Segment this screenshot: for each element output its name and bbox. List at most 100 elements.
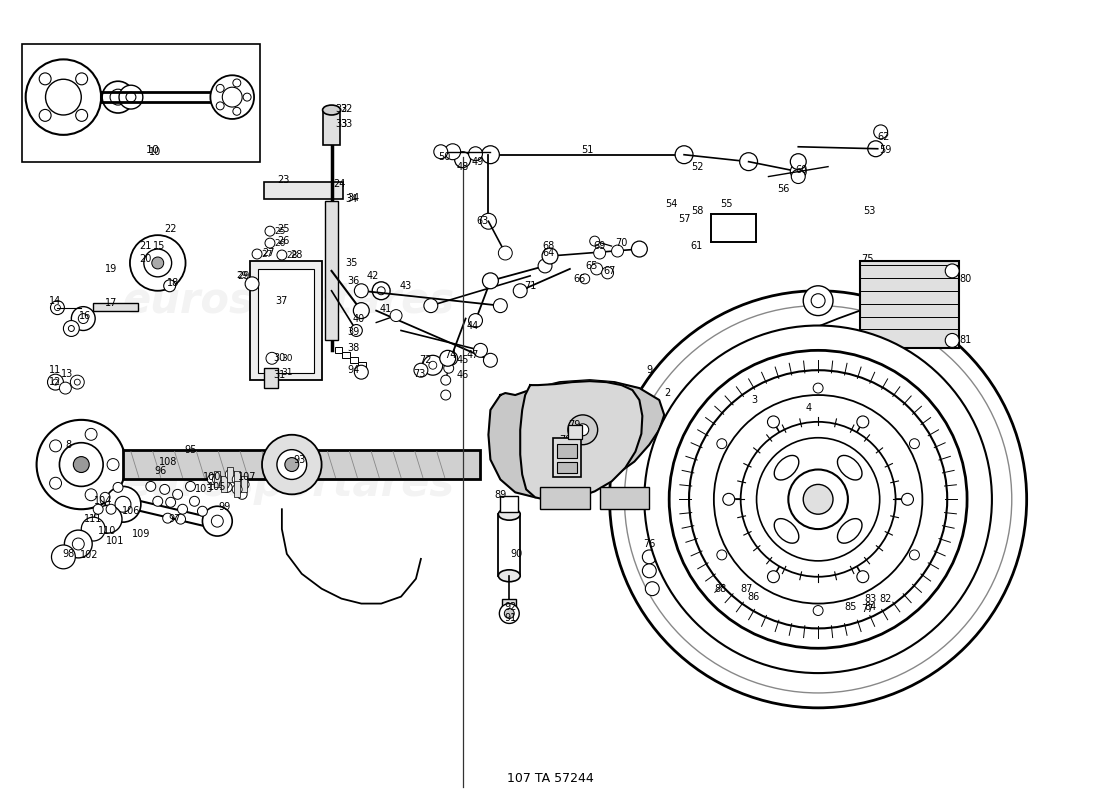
Circle shape [95,506,122,533]
Text: 36: 36 [348,276,360,286]
Text: 73: 73 [412,369,425,379]
Text: 1: 1 [566,430,573,440]
Circle shape [602,267,614,279]
Circle shape [609,290,1026,708]
Circle shape [669,350,967,648]
Bar [553,438,581,478]
Circle shape [443,351,458,366]
Circle shape [473,343,487,358]
Bar [264,182,343,199]
Circle shape [444,144,461,160]
Circle shape [441,390,451,400]
Circle shape [803,286,833,315]
Circle shape [612,245,624,257]
Circle shape [202,506,232,536]
Bar [241,477,248,492]
Text: 67: 67 [604,266,616,276]
Circle shape [868,141,883,157]
Text: 29: 29 [236,271,248,280]
Circle shape [429,362,437,370]
Bar [342,352,351,358]
Bar [557,444,576,458]
Text: eurosportares: eurosportares [123,463,455,506]
Text: 66: 66 [574,274,586,284]
Text: 22: 22 [164,224,177,234]
Circle shape [768,416,780,428]
Circle shape [414,363,428,377]
Circle shape [454,152,471,168]
Text: 91: 91 [504,614,516,623]
Circle shape [64,321,79,337]
Circle shape [277,450,307,479]
Text: 27: 27 [263,248,275,258]
Text: 28: 28 [290,250,303,260]
Text: 52: 52 [691,162,703,172]
Circle shape [850,594,861,606]
Bar [221,477,228,492]
Bar [498,514,520,576]
Circle shape [243,93,251,101]
Circle shape [568,415,597,445]
Text: 11: 11 [50,366,62,375]
Circle shape [277,250,287,260]
Circle shape [642,564,657,578]
Text: 78: 78 [559,434,571,445]
Circle shape [832,597,844,609]
Bar [711,214,756,242]
Text: 14: 14 [50,296,62,306]
Circle shape [76,110,88,122]
Circle shape [689,370,947,629]
Text: 79: 79 [569,420,581,430]
Bar [234,482,240,498]
Text: 68: 68 [542,241,554,251]
Circle shape [100,492,110,502]
Circle shape [482,146,499,164]
Circle shape [377,286,385,294]
Ellipse shape [774,455,799,480]
Bar [750,603,757,618]
Text: eurosportares: eurosportares [123,280,455,322]
Text: 61: 61 [691,241,703,251]
Circle shape [25,59,101,135]
Circle shape [245,277,258,290]
Circle shape [351,325,362,337]
Bar [258,269,314,373]
Text: 107 TA 57244: 107 TA 57244 [507,772,593,786]
Text: 53: 53 [864,206,876,216]
Circle shape [50,478,62,489]
Text: 76: 76 [644,539,656,549]
Text: 106: 106 [122,506,140,516]
Circle shape [791,170,805,183]
Text: 18: 18 [166,278,179,288]
Text: 6: 6 [855,458,861,469]
Text: 27: 27 [262,250,273,258]
Text: 23: 23 [277,174,290,185]
Ellipse shape [498,570,520,582]
Circle shape [811,294,825,308]
Bar [568,425,582,438]
Text: 3: 3 [751,395,758,405]
Circle shape [514,284,527,298]
Text: 50: 50 [439,152,451,162]
Ellipse shape [837,455,862,480]
Circle shape [51,301,65,314]
Circle shape [73,538,85,550]
Text: 105: 105 [208,482,227,492]
Circle shape [945,334,959,347]
Circle shape [748,593,759,605]
Text: 47: 47 [466,350,478,360]
Text: 58: 58 [691,206,703,216]
Text: 48: 48 [456,162,469,172]
Text: 92: 92 [504,602,517,611]
Text: 44: 44 [466,321,478,330]
Bar [835,607,842,622]
Circle shape [211,515,223,527]
Circle shape [186,482,196,491]
Circle shape [232,474,242,485]
Text: 93: 93 [294,454,306,465]
Circle shape [164,280,176,292]
Circle shape [422,355,442,375]
Circle shape [757,438,880,561]
Text: 85: 85 [845,602,857,611]
Text: 25: 25 [274,226,286,236]
